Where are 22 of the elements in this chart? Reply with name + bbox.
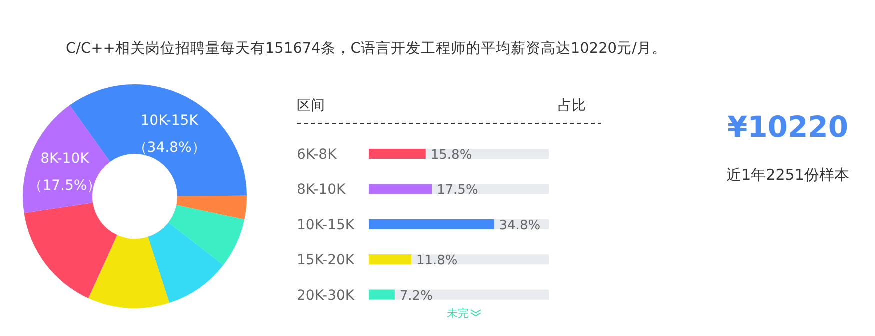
x-axis-title: 占比 bbox=[558, 98, 586, 114]
data-label: （34.8%） bbox=[133, 140, 206, 156]
data-label: 34.8% bbox=[499, 218, 541, 234]
bar bbox=[369, 254, 412, 265]
text: C/C++相关岗位招聘量每天有151674条，C语言开发工程师的平均薪资高达10220元/月。 bbox=[66, 40, 667, 57]
y-tick-label: 15K-20K bbox=[297, 252, 356, 269]
y-tick-label: 8K-10K bbox=[297, 182, 346, 198]
data-label: 7.2% bbox=[400, 288, 433, 304]
slice-label: 8K-10K bbox=[40, 150, 90, 167]
y-axis-title: 区间 bbox=[297, 98, 325, 114]
data-label: 11.8% bbox=[416, 254, 458, 269]
data-label: （17.5%） bbox=[28, 178, 102, 194]
data-label: 17.5% bbox=[437, 183, 478, 198]
bar bbox=[369, 290, 395, 300]
slice-label: 10K-15K bbox=[140, 112, 200, 129]
text: 近1年2251份样本 bbox=[726, 166, 850, 184]
data-label: 15.8% bbox=[430, 148, 472, 163]
annotation: 未完 bbox=[447, 307, 469, 320]
y-tick-label: 10K-15K bbox=[297, 217, 356, 234]
y-tick-label: 6K-8K bbox=[297, 147, 338, 163]
text: ¥10220 bbox=[727, 110, 849, 144]
y-tick-label: 20K-30K bbox=[297, 288, 356, 304]
